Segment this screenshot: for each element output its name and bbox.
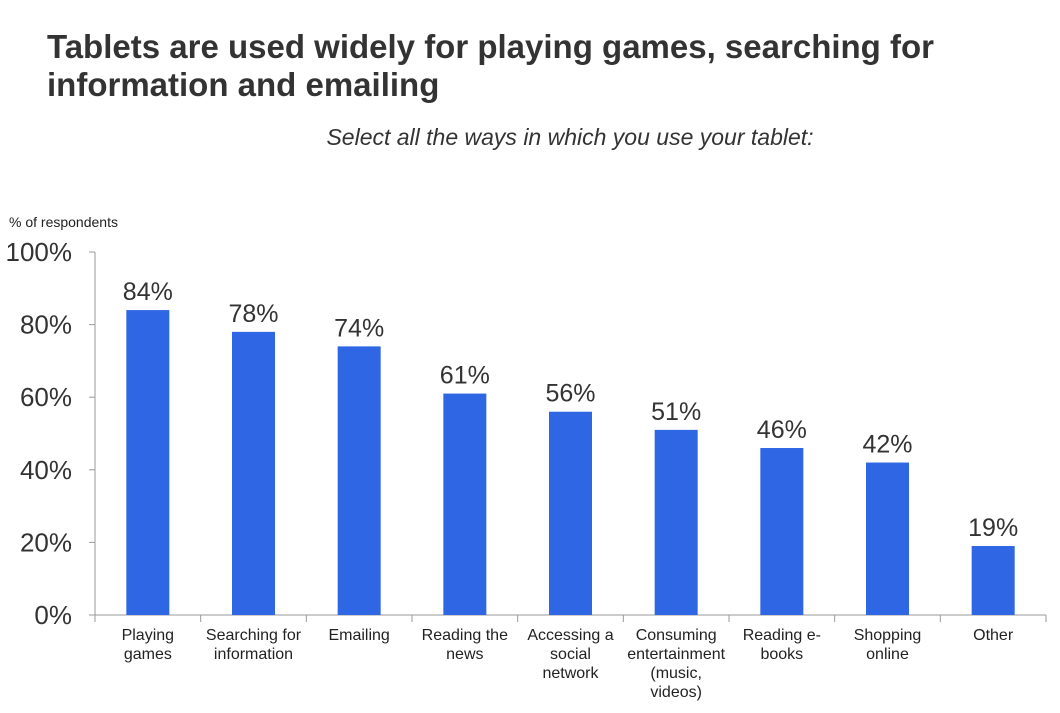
bar [866,462,909,615]
category-label: Shopping online [853,627,922,663]
bar [549,411,592,615]
bar-value-labels: 84% 78% 74% 61% 56% 51% 46% 42% 19% [123,278,1018,542]
bar-value-label: 84% [123,278,173,306]
bar-value-label: 78% [228,300,278,328]
y-axis-label: % of respondents [9,214,118,230]
bar [232,331,275,615]
bar-value-label: 51% [651,398,701,426]
y-tick-label: 40% [20,455,72,485]
bar-value-label: 42% [862,431,912,459]
chart-bars [126,310,1015,615]
bar [337,346,381,615]
category-label: Consuming entertainment (music, videos) [627,627,726,701]
chart-title: Tablets are used widely for playing game… [47,28,934,103]
bar [971,546,1015,615]
category-label: Searching for information [205,627,302,663]
bar-value-label: 74% [334,314,384,342]
y-tick-labels: 0% 20% 40% 60% 80% 100% [6,237,73,630]
bar-value-label: 61% [440,362,490,390]
category-label: Accessing a social network [527,627,614,682]
y-tick-label: 0% [34,600,72,630]
bar [443,393,487,615]
bar [654,429,698,615]
bar [760,448,804,615]
category-label: Emailing [328,627,390,644]
category-label: Reading e- books [742,627,821,663]
bar-value-label: 56% [545,380,595,408]
category-label: Other [973,627,1014,644]
y-tick-label: 60% [20,382,72,412]
y-tick-label: 20% [20,527,72,557]
y-tick-label: 100% [6,237,73,267]
category-label: Playing games [121,627,175,663]
bar-value-label: 46% [757,416,807,444]
chart-subtitle: Select all the ways in which you use you… [326,124,814,150]
bar-value-label: 19% [968,514,1018,542]
y-tick-label: 80% [20,310,72,340]
category-label: Reading the news [421,627,508,663]
bar [126,310,170,615]
